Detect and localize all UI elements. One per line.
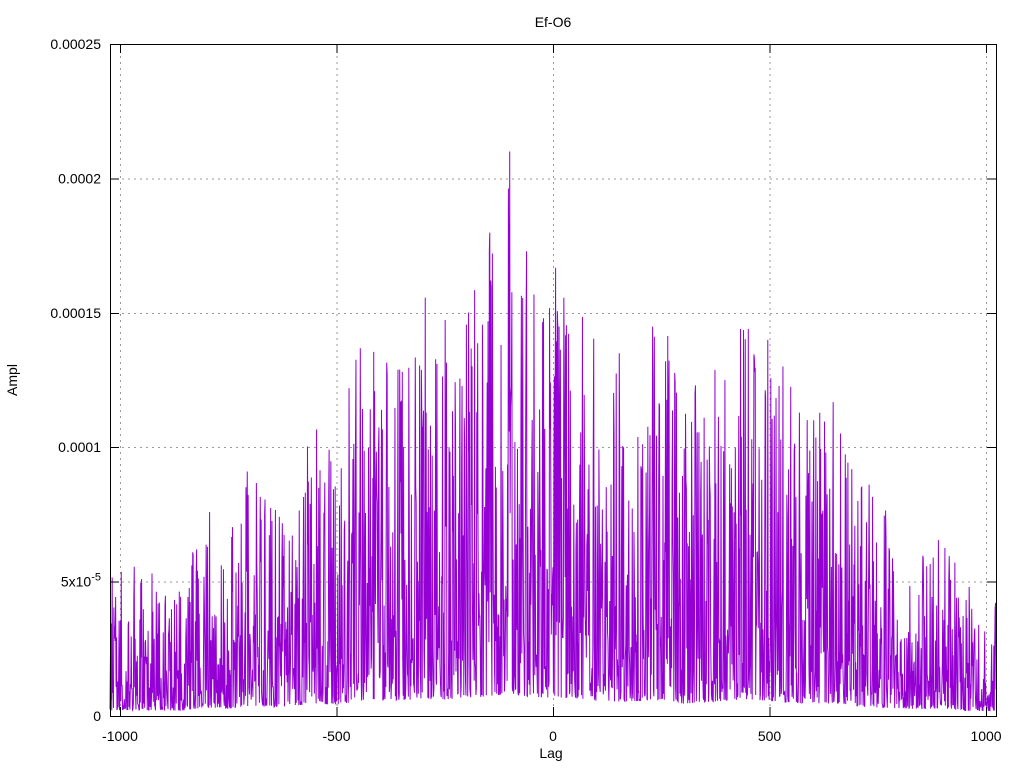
y-tick-label-superscript: -5	[91, 572, 101, 584]
x-tick-label: -1000	[102, 728, 138, 744]
y-tick-label: 0.0002	[58, 170, 101, 186]
y-tick-label: 0	[93, 708, 101, 724]
y-tick-label: 5x10-5	[61, 572, 101, 590]
x-tick-label: 500	[758, 728, 782, 744]
x-tick-label: 0	[549, 728, 557, 744]
y-axis-label: Ampl	[4, 364, 20, 396]
plot-area: -1000 -500 0 500 1000 0 5x10-5 0.0001 0.00015 0.0…	[50, 36, 1001, 744]
y-tick-label: 0.00025	[50, 36, 101, 52]
chart-title: Ef-O6	[535, 14, 572, 30]
x-axis-label: Lag	[539, 745, 562, 761]
series-line	[109, 151, 997, 712]
x-tick-label: -500	[322, 728, 350, 744]
x-tick-label: 1000	[970, 728, 1001, 744]
y-tick-label: 0.00015	[50, 305, 101, 321]
y-tick-label: 0.0001	[58, 439, 101, 455]
